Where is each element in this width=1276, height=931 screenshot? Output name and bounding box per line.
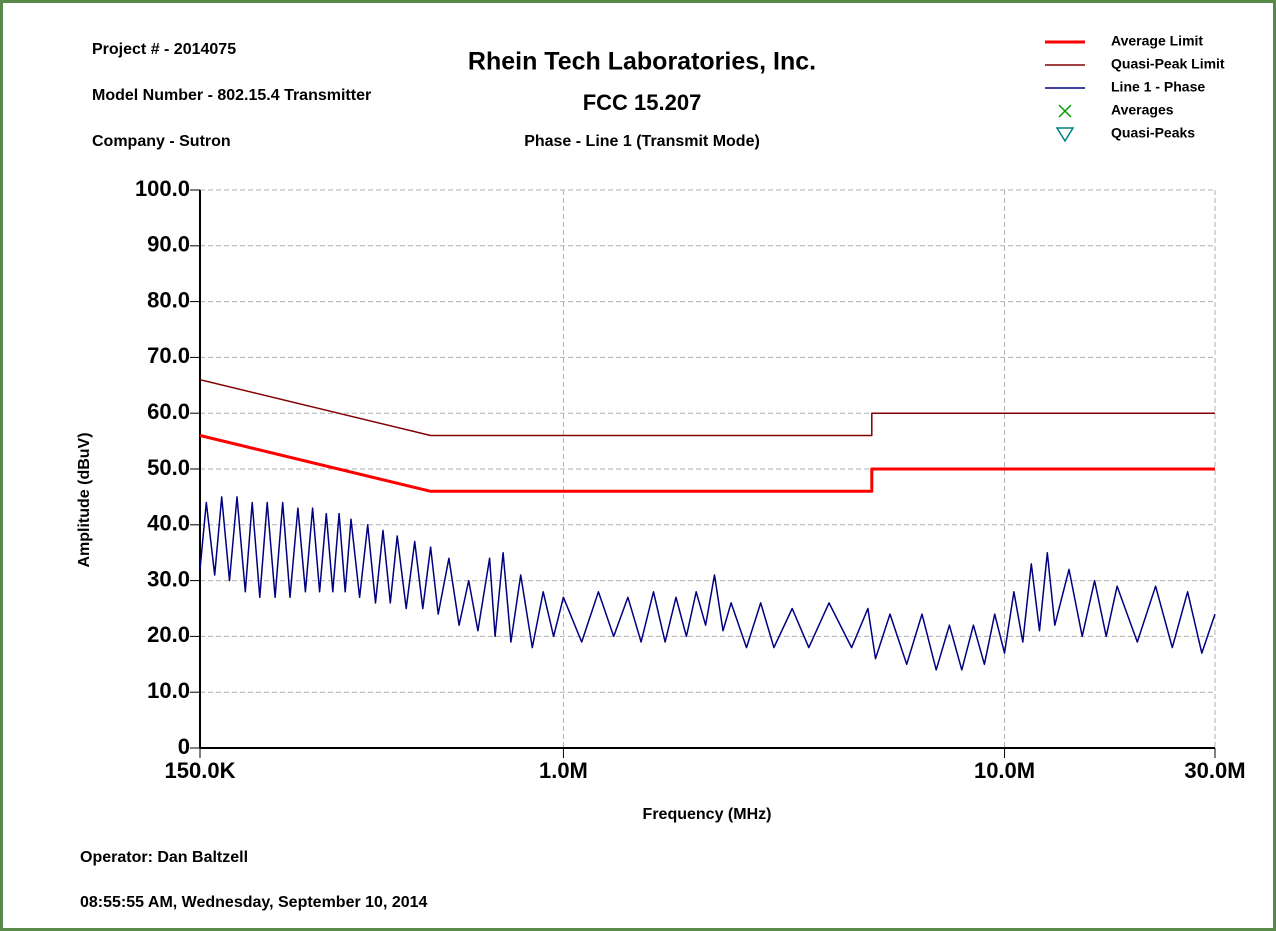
y-tick-label: 50.0 <box>147 455 190 480</box>
legend-label: Quasi-Peak Limit <box>1111 56 1225 72</box>
chart-title: Rhein Tech Laboratories, Inc. <box>468 48 816 76</box>
series-line <box>199 434 1215 493</box>
x-tick-label: 10.0M <box>974 758 1035 783</box>
legend-label: Average Limit <box>1111 33 1203 49</box>
model: Model Number - 802.15.4 Transmitter <box>92 87 371 104</box>
y-tick-label: 0 <box>178 734 190 759</box>
company: Company - Sutron <box>92 133 231 150</box>
x-tick-label: 1.0M <box>539 758 588 783</box>
series-line <box>199 496 1216 671</box>
y-tick-label: 90.0 <box>147 232 190 257</box>
y-tick-label: 70.0 <box>147 343 190 368</box>
y-tick-label: 20.0 <box>147 622 190 647</box>
y-axis-label: Amplitude (dBuV) <box>76 432 93 567</box>
y-tick-label: 30.0 <box>147 566 190 591</box>
legend-label: Averages <box>1111 102 1174 118</box>
y-tick-label: 100.0 <box>135 176 190 201</box>
y-tick-label: 40.0 <box>147 511 190 536</box>
x-axis-label: Frequency (MHz) <box>643 806 772 823</box>
timestamp: 08:55:55 AM, Wednesday, September 10, 20… <box>80 894 428 911</box>
legend-label: Quasi-Peaks <box>1111 125 1195 141</box>
project: Project # - 2014075 <box>92 41 236 58</box>
series-line <box>199 378 1215 437</box>
operator: Operator: Dan Baltzell <box>80 849 248 866</box>
legend-marker <box>1058 104 1072 118</box>
y-tick-label: 80.0 <box>147 287 190 312</box>
caption: Phase - Line 1 (Transmit Mode) <box>524 133 760 150</box>
legend-marker <box>1055 127 1075 143</box>
x-tick-label: 150.0K <box>165 758 236 783</box>
y-tick-label: 60.0 <box>147 399 190 424</box>
legend-label: Line 1 - Phase <box>1111 79 1205 95</box>
chart-subtitle: FCC 15.207 <box>583 90 702 115</box>
x-tick-label: 30.0M <box>1184 758 1245 783</box>
y-tick-label: 10.0 <box>147 678 190 703</box>
